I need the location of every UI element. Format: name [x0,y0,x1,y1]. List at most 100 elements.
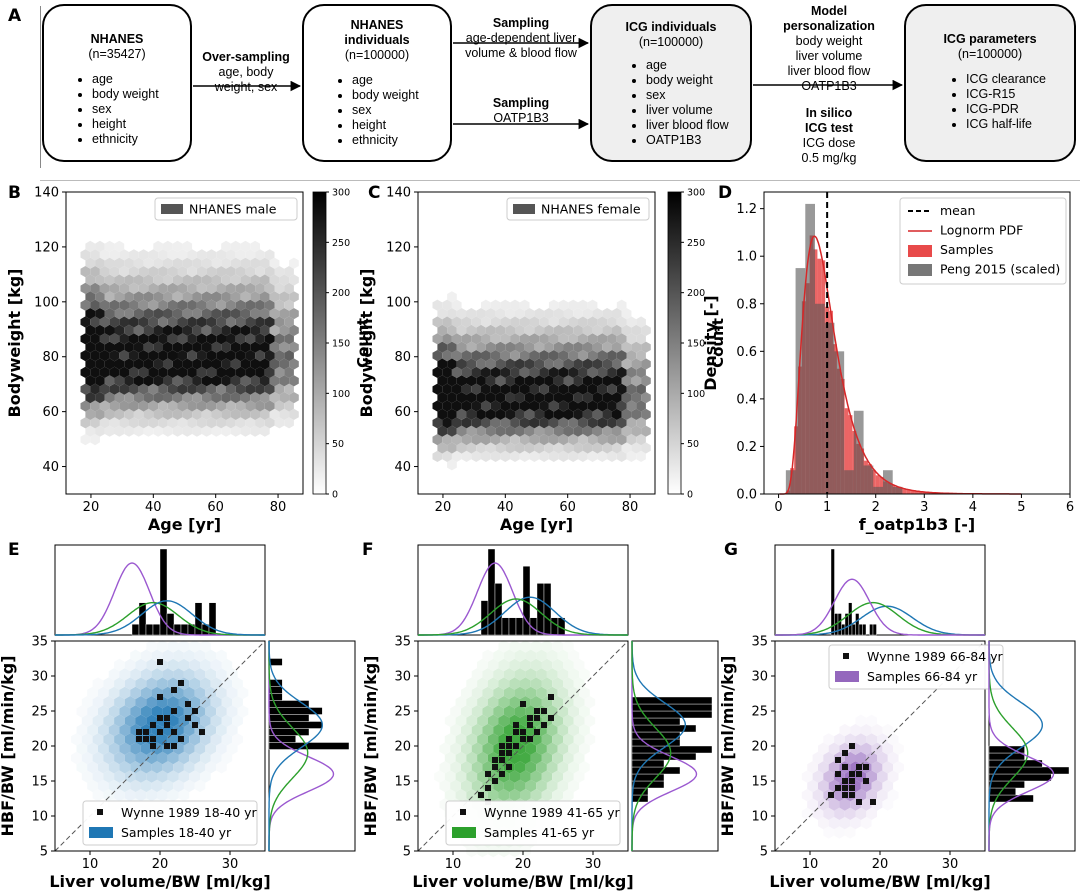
arrow1-title: Over-sampling [202,50,290,64]
hexbin-cell [103,714,115,727]
hexbin-cell [226,249,236,261]
hexbin-cell [211,408,222,420]
hexbin-cell [530,770,542,783]
hexbin-cell [515,341,525,353]
hexbin-cell [99,316,110,328]
hexbin-cell [451,434,462,446]
hexbin-cell [216,668,227,681]
marginal-y-bar [268,728,310,736]
data-point [492,757,498,763]
hexbin-cell [568,742,580,755]
data-point [178,736,184,742]
hexbin-cell [189,751,200,765]
hexbin-cell [189,696,200,709]
colorbar-tick-label: 150 [332,339,350,350]
hexbin-cell [279,392,290,404]
hexbin-cell [471,761,483,774]
hexbin-cell [558,400,569,412]
hexbin-cell [442,400,452,412]
hexbin-cell [192,308,202,320]
hexbin-cell [471,366,481,378]
marginal-x-kde [418,596,628,636]
hexbin-cell [119,686,131,700]
data-point [513,743,519,749]
hexbin-cell [568,705,580,718]
hexbin-cell [140,761,152,774]
hexbin-cell [274,350,285,362]
y-tick-label: 80 [394,350,411,365]
hexbin-cell [216,249,226,261]
hexbin-cell [153,291,163,303]
hexbin-cell [490,400,501,412]
hexbin-cell [450,705,461,718]
hexbin-cell [498,696,510,709]
hexbin-cell [553,392,564,404]
hexbin-cell [114,308,125,320]
hexbin-cell [95,341,105,353]
hexbin-cell [80,350,91,362]
hexbin-cell [269,392,280,404]
data-point [492,764,498,770]
hexbin-cell [612,375,622,387]
data-point [863,778,869,784]
hexbin-cell [534,425,545,437]
hexbin-cell [133,308,144,320]
hexbin-cell [133,341,144,353]
hexbin-cell [636,366,646,378]
hexbin-cell [109,350,120,362]
hexbin-cell [237,705,249,718]
samples-bar [922,492,927,494]
hexbin-cell [563,733,574,746]
hexbin-cell [514,649,526,662]
hexbin-cell [153,341,163,353]
hexbin-cell [119,742,131,755]
hexbin-cell [157,733,168,746]
hexbin-cell [194,779,206,793]
hexbin-cell [490,450,501,462]
hexbin-cell [500,417,511,429]
hexbin-cell [553,442,564,454]
hexbin-cell [80,316,91,328]
hexbin-cell [626,400,637,412]
hexbin-cell [172,257,183,269]
hexbin-cell [250,274,260,286]
hexbin-cell [104,425,115,437]
hexbin-cell [481,350,491,362]
x-axis-label: Liver volume/BW [ml/kg] [412,872,633,891]
hexbin-cell [274,316,285,328]
hexbin-cell [616,383,627,395]
hexbin-cell [487,714,499,727]
hexbin-cell [641,392,651,404]
hexbin-cell [510,366,520,378]
hexbin-cell [477,714,488,727]
hexbin-cell [636,400,646,412]
hexbin-cell [135,751,147,765]
hexbin-cell [206,383,217,395]
hexbin-cell [534,358,545,370]
hexbin-cell [587,417,598,429]
hexbin-cell [201,408,212,420]
list-item: height [92,117,190,132]
hexbin-cell [284,266,294,278]
hexbin-cell [264,316,275,328]
hexbin-cell [182,408,193,420]
hexbin-cell [163,291,173,303]
hexbin-cell [99,299,110,311]
hexbin-cell [109,417,120,429]
hexbin-cell [182,341,193,353]
hexbin-cell [573,442,583,454]
hexbin-cell [192,425,202,437]
legend-swatch-points [843,653,849,659]
list-item: body weight [92,87,190,102]
hexbin-cell [183,723,195,737]
hexbin-cell [119,723,131,737]
hexbin-cell [124,658,136,672]
hexbin-cell [260,408,270,420]
hexbin-cell [548,316,559,328]
hexbin-cell [129,417,139,429]
hexbin-cell [148,400,159,412]
hexbin-cell [882,761,894,774]
legend-label: Samples [940,242,993,257]
peng-bar [853,410,864,494]
x-tick-label: 60 [207,500,224,515]
